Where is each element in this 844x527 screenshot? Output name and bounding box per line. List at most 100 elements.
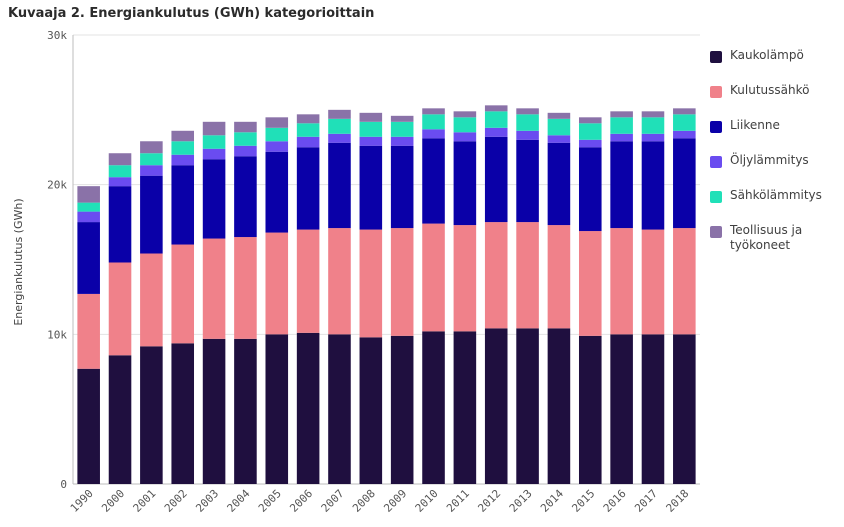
bar-segment[interactable] — [578, 335, 602, 484]
bar-segment[interactable] — [578, 147, 602, 232]
bar-segment[interactable] — [328, 118, 351, 134]
legend-item[interactable]: Kaukolämpö — [710, 48, 840, 83]
bar-segment[interactable] — [328, 133, 351, 143]
bar-segment[interactable] — [610, 117, 633, 134]
bar-segment[interactable] — [77, 186, 100, 203]
bar-segment[interactable] — [610, 111, 633, 118]
bar-segment[interactable] — [578, 123, 602, 140]
bar-segment[interactable] — [265, 127, 289, 142]
bar-segment[interactable] — [77, 293, 100, 369]
bar-segment[interactable] — [516, 114, 539, 131]
bar-segment[interactable] — [265, 334, 289, 484]
bar-segment[interactable] — [547, 118, 571, 136]
bar-segment[interactable] — [234, 156, 257, 238]
bar-segment[interactable] — [673, 138, 696, 229]
bar-segment[interactable] — [202, 159, 226, 239]
bar-segment[interactable] — [422, 114, 445, 130]
bar-segment[interactable] — [108, 355, 132, 484]
bar-segment[interactable] — [484, 111, 508, 128]
bar-segment[interactable] — [265, 232, 289, 335]
bar-segment[interactable] — [453, 141, 477, 226]
bar-segment[interactable] — [390, 121, 414, 137]
bar-segment[interactable] — [108, 153, 132, 166]
bar-segment[interactable] — [673, 334, 696, 484]
bar-segment[interactable] — [328, 109, 351, 119]
bar-segment[interactable] — [516, 328, 539, 484]
bar-segment[interactable] — [641, 111, 665, 118]
bar-segment[interactable] — [77, 211, 100, 223]
bar-segment[interactable] — [359, 145, 383, 230]
legend-item[interactable]: Teollisuus ja työkoneet — [710, 223, 840, 258]
bar-segment[interactable] — [77, 202, 100, 212]
bar-segment[interactable] — [610, 334, 633, 484]
bar-segment[interactable] — [484, 127, 508, 137]
bar-segment[interactable] — [296, 229, 320, 333]
bar-segment[interactable] — [108, 262, 132, 356]
bar-segment[interactable] — [359, 136, 383, 146]
bar-segment[interactable] — [171, 141, 195, 155]
bar-segment[interactable] — [171, 244, 195, 344]
bar-segment[interactable] — [484, 222, 508, 329]
bar-segment[interactable] — [422, 223, 445, 332]
bar-segment[interactable] — [641, 117, 665, 134]
bar-segment[interactable] — [578, 139, 602, 148]
bar-segment[interactable] — [140, 253, 163, 347]
bar-segment[interactable] — [578, 117, 602, 124]
bar-segment[interactable] — [328, 334, 351, 484]
bar-segment[interactable] — [484, 105, 508, 112]
bar-segment[interactable] — [610, 141, 633, 229]
bar-segment[interactable] — [202, 338, 226, 484]
bar-segment[interactable] — [202, 238, 226, 339]
bar-segment[interactable] — [296, 114, 320, 124]
bar-segment[interactable] — [234, 132, 257, 146]
bar-segment[interactable] — [296, 332, 320, 484]
bar-segment[interactable] — [516, 130, 539, 140]
bar-segment[interactable] — [108, 165, 132, 178]
bar-segment[interactable] — [390, 228, 414, 336]
bar-segment[interactable] — [171, 343, 195, 484]
bar-segment[interactable] — [484, 328, 508, 484]
legend-item[interactable]: Kulutussähkö — [710, 83, 840, 118]
bar-segment[interactable] — [265, 117, 289, 128]
bar-segment[interactable] — [673, 108, 696, 115]
bar-segment[interactable] — [390, 115, 414, 122]
bar-segment[interactable] — [390, 136, 414, 146]
bar-segment[interactable] — [516, 108, 539, 115]
bar-segment[interactable] — [390, 145, 414, 229]
bar-segment[interactable] — [171, 130, 195, 142]
bar-segment[interactable] — [453, 331, 477, 484]
bar-segment[interactable] — [578, 231, 602, 336]
bar-segment[interactable] — [390, 335, 414, 484]
bar-segment[interactable] — [641, 133, 665, 142]
bar-segment[interactable] — [140, 175, 163, 254]
bar-segment[interactable] — [140, 346, 163, 484]
bar-segment[interactable] — [641, 229, 665, 335]
bar-segment[interactable] — [77, 368, 100, 484]
bar-segment[interactable] — [359, 112, 383, 122]
bar-segment[interactable] — [140, 153, 163, 166]
bar-segment[interactable] — [516, 222, 539, 329]
bar-segment[interactable] — [265, 151, 289, 233]
bar-segment[interactable] — [108, 186, 132, 263]
bar-segment[interactable] — [673, 130, 696, 139]
bar-segment[interactable] — [516, 139, 539, 223]
bar-segment[interactable] — [547, 225, 571, 329]
bar-segment[interactable] — [140, 141, 163, 154]
bar-segment[interactable] — [610, 133, 633, 142]
bar-segment[interactable] — [171, 165, 195, 245]
legend-item[interactable]: Liikenne — [710, 118, 840, 153]
bar-segment[interactable] — [359, 121, 383, 137]
bar-segment[interactable] — [296, 123, 320, 137]
legend-item[interactable]: Öljylämmitys — [710, 153, 840, 188]
bar-segment[interactable] — [610, 228, 633, 335]
bar-segment[interactable] — [484, 136, 508, 223]
bar-segment[interactable] — [641, 334, 665, 484]
bar-segment[interactable] — [453, 132, 477, 142]
bar-segment[interactable] — [234, 145, 257, 157]
bar-segment[interactable] — [202, 148, 226, 160]
bar-segment[interactable] — [171, 154, 195, 166]
bar-segment[interactable] — [422, 138, 445, 224]
bar-segment[interactable] — [453, 111, 477, 118]
bar-segment[interactable] — [453, 117, 477, 133]
bar-segment[interactable] — [296, 147, 320, 230]
